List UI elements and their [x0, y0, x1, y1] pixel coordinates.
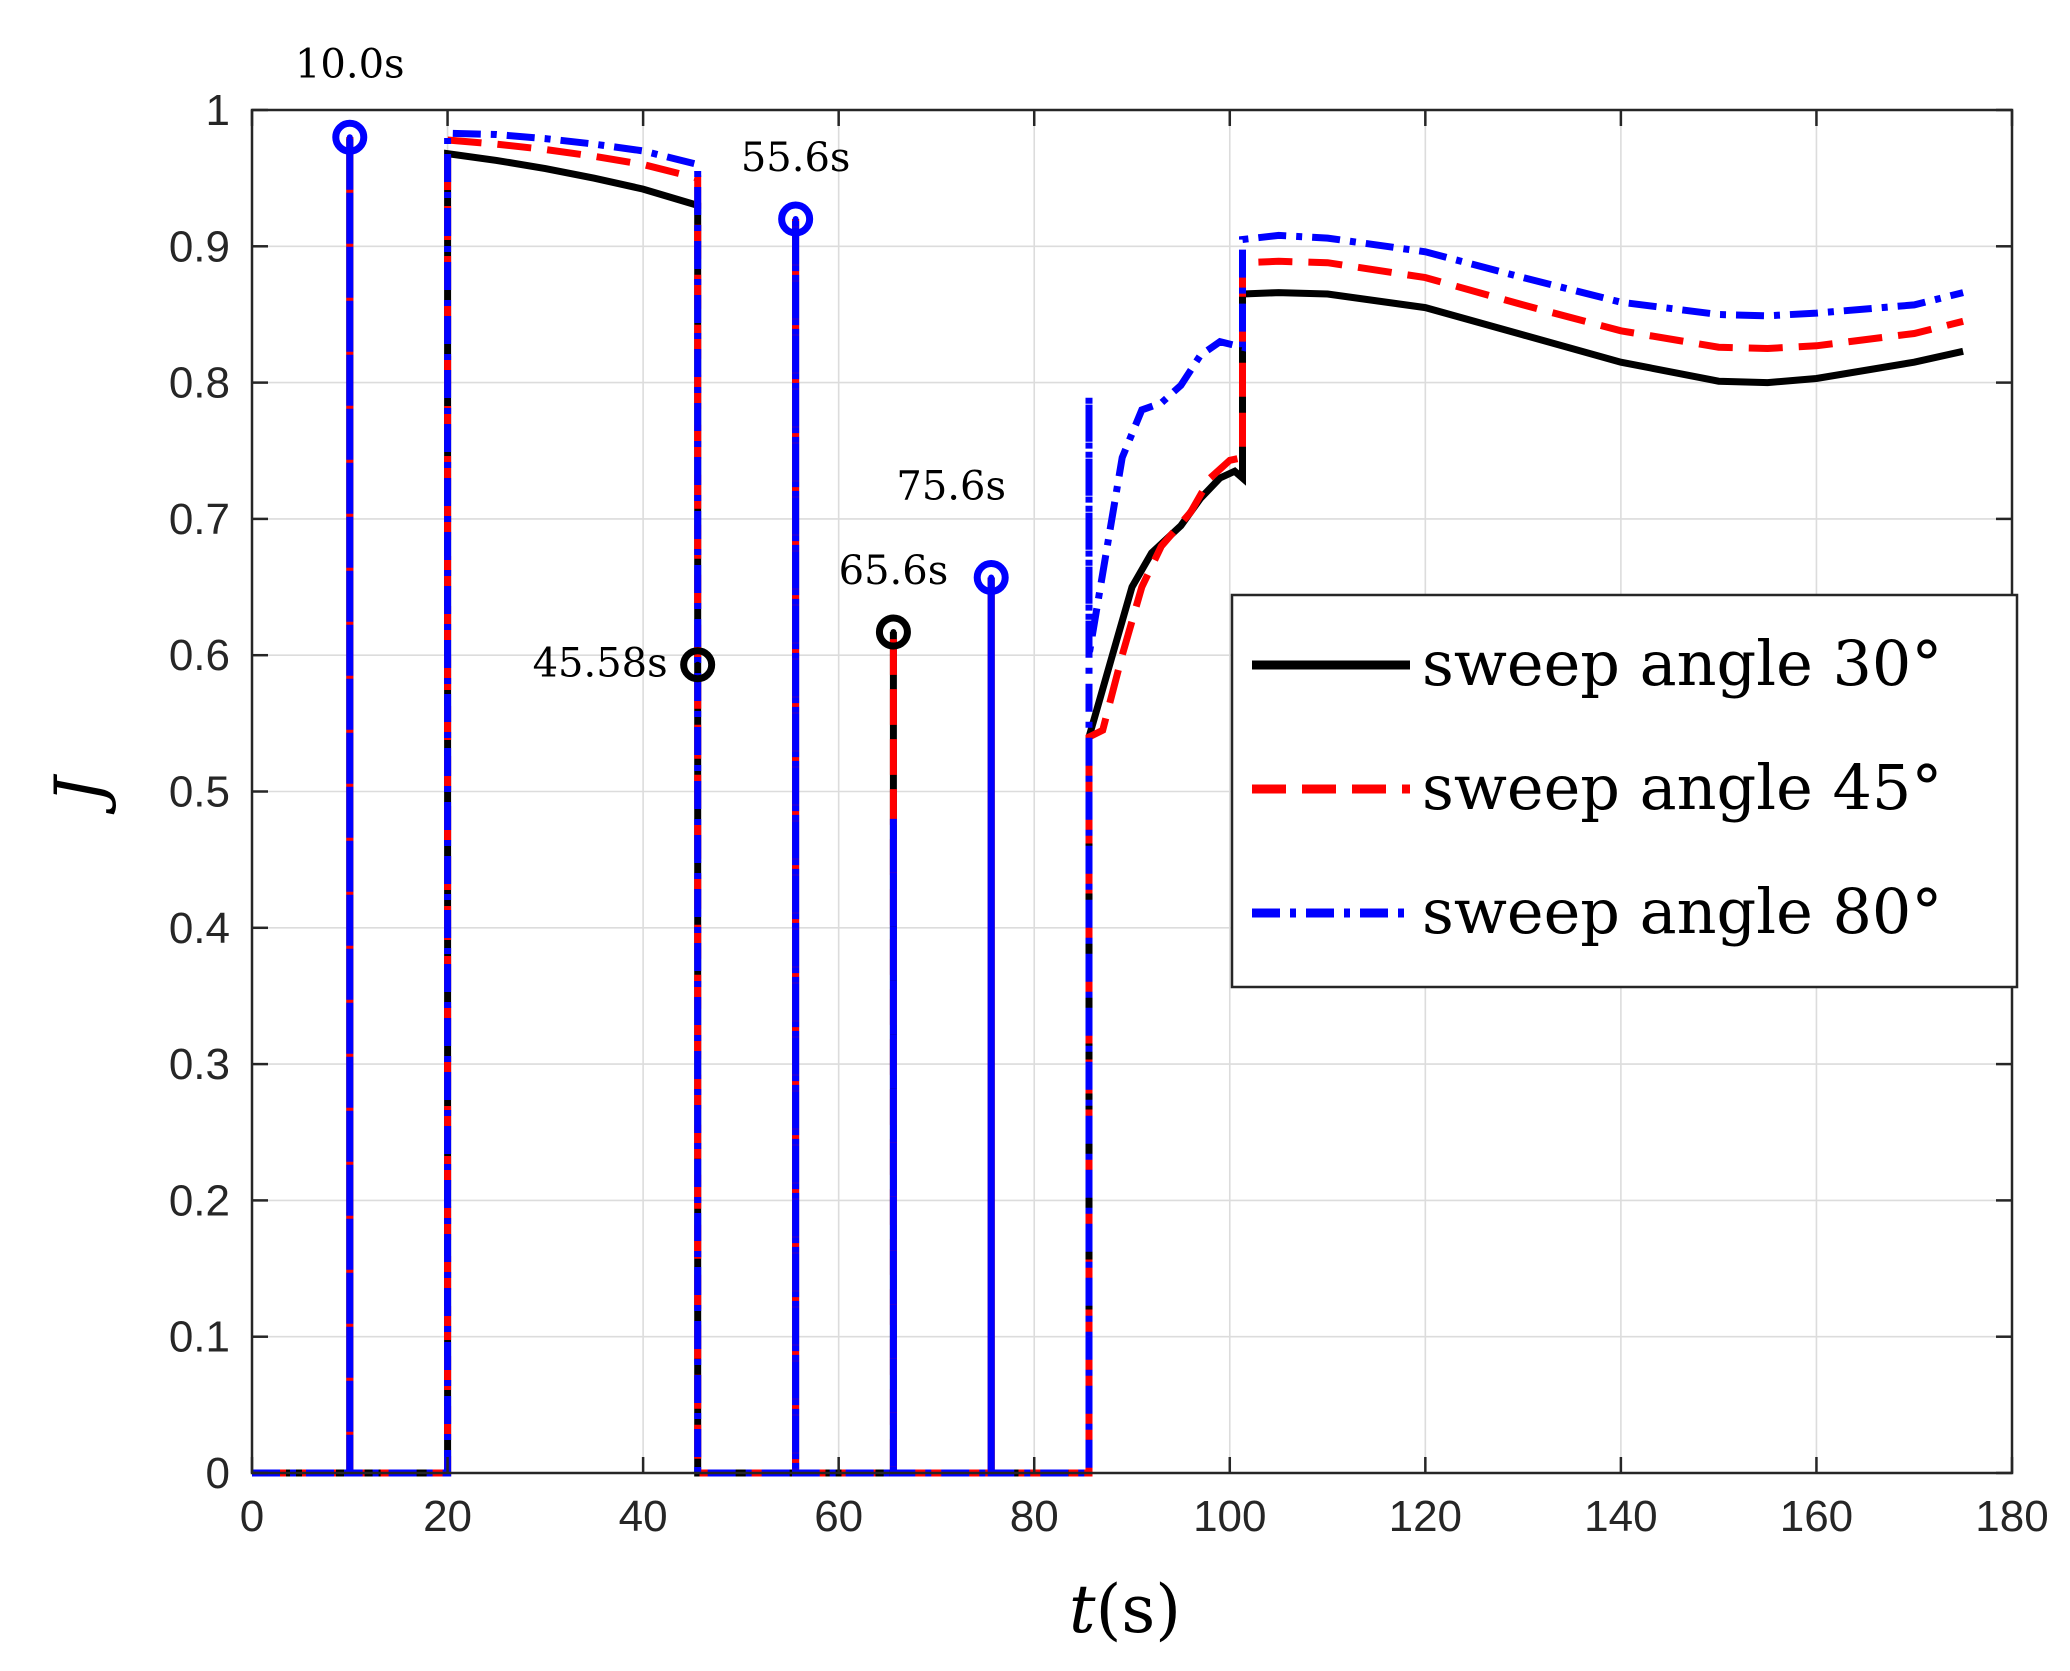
x-tick-label: 160: [1780, 1492, 1853, 1541]
data-marker-dot-1: [346, 134, 353, 141]
x-tick-label: 40: [619, 1492, 668, 1541]
data-markers: [332, 119, 1009, 683]
data-marker-dot-4: [890, 629, 897, 636]
axis-ticks: 0 20 40 60 80 100 120 140 160 180 0 0.1 0.2 0.3 0.4 0.5…: [169, 86, 2049, 1541]
x-tick-label: 100: [1193, 1492, 1266, 1541]
marker-label-5: 75.6s: [896, 464, 1006, 510]
x-tick-label: 140: [1584, 1492, 1657, 1541]
data-marker-1: [332, 119, 368, 155]
data-marker-4: [875, 614, 911, 650]
y-tick-label: 0: [206, 1449, 230, 1498]
legend-label-2: sweep angle 45°: [1422, 751, 1942, 824]
y-tick-label: 0.7: [169, 495, 230, 544]
data-marker-2: [680, 647, 716, 683]
marker-label-2: 45.58s: [533, 641, 668, 687]
data-marker-dot-5: [988, 574, 995, 581]
x-tick-label: 80: [1010, 1492, 1059, 1541]
marker-label-4: 65.6s: [839, 548, 949, 594]
legend: sweep angle 30° sweep angle 45° sweep angl…: [1230, 593, 2019, 989]
marker-label-1: 10.0s: [295, 41, 405, 87]
y-tick-label: 0.5: [169, 768, 230, 817]
legend-label-3: sweep angle 80°: [1422, 875, 1942, 948]
y-tick-label: 0.4: [169, 904, 230, 953]
marker-label-3: 55.6s: [741, 135, 851, 181]
data-marker-dot-2: [694, 661, 701, 668]
legend-label-1: sweep angle 30°: [1422, 627, 1942, 700]
x-tick-label: 0: [240, 1492, 264, 1541]
data-marker-dot-3: [792, 216, 799, 223]
y-tick-label: 1: [206, 86, 230, 135]
y-tick-label: 0.1: [169, 1313, 230, 1362]
x-tick-label: 180: [1975, 1492, 2048, 1541]
y-tick-label: 0.8: [169, 359, 230, 408]
x-tick-label: 60: [814, 1492, 863, 1541]
y-tick-label: 0.3: [169, 1040, 230, 1089]
y-tick-label: 0.9: [169, 222, 230, 271]
data-marker-5: [973, 560, 1009, 596]
series-line-3: [252, 129, 1964, 1477]
y-tick-label: 0.6: [169, 631, 230, 680]
x-tick-label: 20: [423, 1492, 472, 1541]
grid: [252, 110, 2012, 1473]
y-tick-label: 0.2: [169, 1176, 230, 1225]
data-marker-3: [778, 201, 814, 237]
annotation-labels: 10.0s 45.58s 55.6s 65.6s 75.6s: [295, 41, 1006, 686]
x-tick-label: 120: [1389, 1492, 1462, 1541]
x-axis-title: t(s): [1069, 1571, 1181, 1648]
